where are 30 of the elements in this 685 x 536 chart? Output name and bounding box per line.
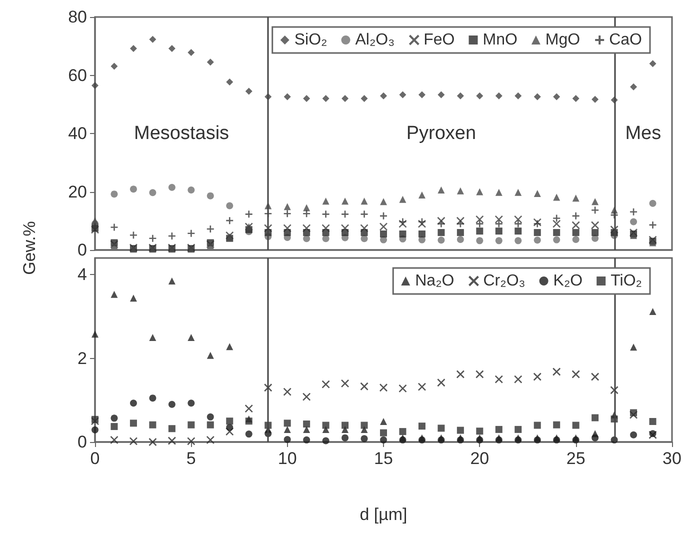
y-tick-label: 2 <box>78 348 87 368</box>
y-tick-label: 0 <box>78 240 87 260</box>
annotation: Mes <box>625 123 662 144</box>
x-tick-label: 20 <box>470 449 490 468</box>
legend-label: FeO <box>424 32 455 48</box>
legend-label: TiO₂ <box>610 272 642 290</box>
x-tick-label: 0 <box>90 449 100 468</box>
y-tick-label: 40 <box>68 124 87 143</box>
x-tick-label: 15 <box>374 449 393 468</box>
y-axis-title: Gew.% <box>20 221 40 275</box>
legend-label: MgO <box>545 32 580 48</box>
y-tick-label: 80 <box>68 8 87 26</box>
annotation: Mesostasis <box>134 123 230 144</box>
y-tick-label: 4 <box>78 265 87 284</box>
x-tick-label: 25 <box>566 449 586 468</box>
annotation: Pyroxen <box>406 123 476 144</box>
x-tick-label: 30 <box>662 449 682 468</box>
y-tick-label: 60 <box>68 66 87 85</box>
legend-label: K₂O <box>553 272 583 290</box>
legend-label: MnO <box>482 32 518 48</box>
legend-label: Al₂O₃ <box>355 32 395 48</box>
legend-label: CaO <box>609 32 642 48</box>
y-tick-label: 0 <box>78 432 87 452</box>
legend-label: SiO₂ <box>294 32 328 48</box>
legend-label: Cr₂O₃ <box>483 272 526 290</box>
x-tick-label: 10 <box>278 449 297 468</box>
x-tick-label: 5 <box>186 449 196 468</box>
legend-label: Na₂O <box>415 272 454 290</box>
x-axis-title: d [µm] <box>360 505 408 524</box>
y-tick-label: 20 <box>68 182 87 202</box>
